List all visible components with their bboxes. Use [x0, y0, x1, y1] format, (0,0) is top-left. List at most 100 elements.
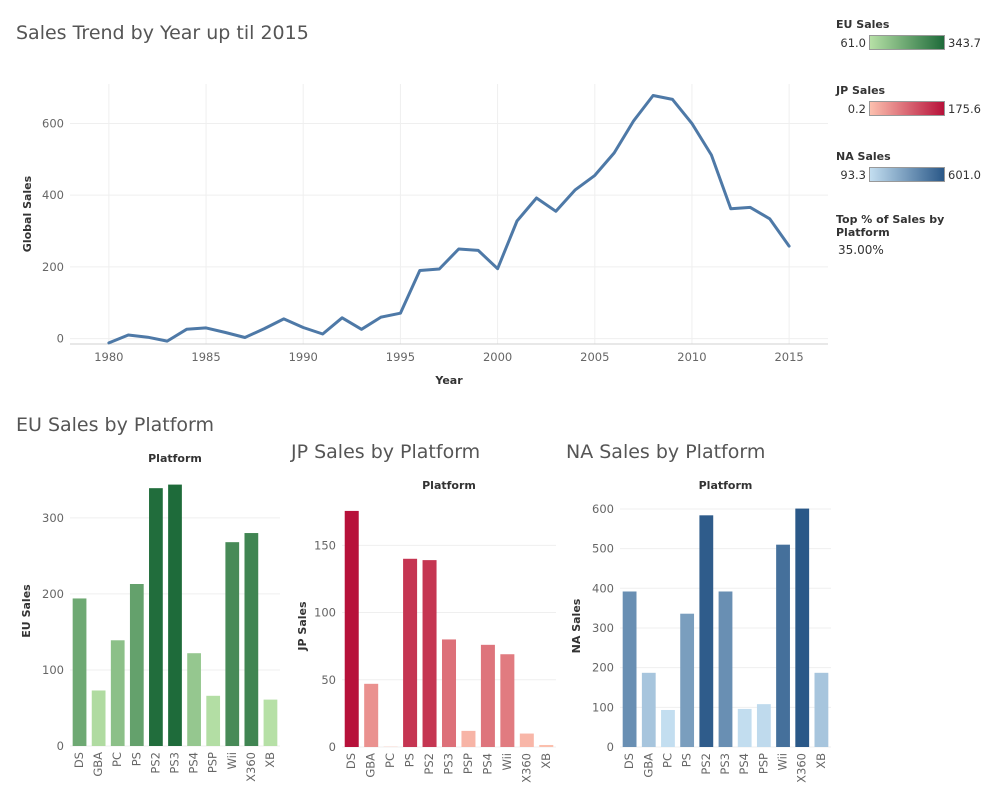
bar-ps2 [149, 488, 163, 746]
y-tick-label: 0 [57, 332, 64, 346]
y-tick-label: 0 [607, 740, 614, 754]
jp-sales-legend[interactable]: JP Sales 0.2 175.6 [836, 84, 996, 116]
bar-gba [642, 673, 656, 747]
y-tick-label: 400 [592, 581, 614, 595]
y-tick-label: 600 [42, 116, 64, 130]
bar-ps2 [423, 560, 437, 747]
y-tick-label: 200 [592, 661, 614, 675]
bar-ds [623, 591, 637, 747]
category-label: PSP [206, 752, 220, 773]
jp-legend-ramp [869, 101, 945, 116]
y-tick-label: 100 [592, 700, 614, 714]
top-percent-title: Top % of Sales by Platform [836, 213, 996, 239]
y-axis-title: NA Sales [570, 598, 583, 653]
category-label: X360 [519, 753, 533, 783]
category-label: XB [814, 753, 828, 769]
bar-ds [73, 598, 87, 746]
x-tick-label: 2015 [774, 350, 803, 364]
eu-legend-max: 343.7 [948, 36, 981, 50]
bar-gba [92, 690, 106, 746]
top-percent-value: 35.00% [838, 243, 996, 257]
bar-ds [345, 511, 359, 747]
bar-wii [500, 654, 514, 747]
x-tick-label: 1985 [191, 350, 220, 364]
bar-ps3 [168, 485, 182, 746]
category-label: Wii [500, 753, 514, 771]
global-sales-line [109, 96, 789, 343]
category-label: X360 [795, 753, 809, 783]
x-tick-label: 2010 [677, 350, 706, 364]
y-tick-label: 400 [42, 188, 64, 202]
category-label: GBA [364, 753, 378, 778]
y-axis-title: Global Sales [21, 175, 34, 252]
jp-chart-title: JP Sales by Platform [291, 441, 480, 463]
bar-x360 [795, 509, 809, 747]
y-tick-label: 500 [592, 542, 614, 556]
category-label: PC [660, 753, 674, 768]
bar-ps [680, 614, 694, 747]
category-label: PS4 [737, 753, 751, 775]
category-label: PS [680, 753, 694, 767]
category-label: PS3 [442, 753, 456, 775]
category-label: GBA [91, 752, 105, 777]
category-label: PS2 [148, 752, 162, 774]
category-label: Wii [776, 753, 790, 771]
na-legend-ramp [869, 167, 945, 182]
sales-trend-line-chart[interactable]: 1980 1985 1990 1995 2000 2005 2010 2015 0 200 400 6… [0, 0, 830, 400]
category-label: PC [383, 753, 397, 768]
bar-xb [264, 700, 278, 746]
top-percent-parameter[interactable]: Top % of Sales by Platform 35.00% [836, 213, 996, 257]
category-label: DS [72, 752, 86, 768]
bar-ps4 [187, 653, 201, 746]
category-label: GBA [641, 753, 655, 778]
category-label: XB [263, 752, 277, 768]
bar-ps [403, 559, 417, 747]
bar-gba [364, 684, 378, 747]
y-axis-title: EU Sales [20, 584, 33, 638]
eu-sales-bar-chart[interactable]: 0 100 200 300 DS GBA PC PS PS2 PS3 PS4 PSP Wii X360 XB… [0, 440, 280, 800]
bar-ps4 [481, 645, 495, 747]
category-label: PSP [756, 753, 770, 774]
category-label: PS3 [718, 753, 732, 775]
na-legend-title: NA Sales [836, 150, 996, 163]
x-tick-label: 1995 [386, 350, 415, 364]
bar-x360 [244, 533, 258, 746]
bar-ps3 [719, 591, 733, 747]
category-label: DS [344, 753, 358, 769]
category-label: PC [110, 752, 124, 767]
x-axis-title: Year [434, 374, 463, 387]
x-tick-label: 1980 [94, 350, 123, 364]
x-tick-label: 2005 [580, 350, 609, 364]
category-label: PS [129, 752, 143, 766]
eu-chart-title: EU Sales by Platform [16, 414, 214, 436]
eu-sales-legend[interactable]: EU Sales 61.0 343.7 [836, 18, 996, 50]
category-label: PSP [461, 753, 475, 774]
bar-ps4 [738, 709, 752, 747]
y-tick-label: 200 [42, 587, 64, 601]
category-label: PS4 [187, 752, 201, 774]
na-sales-legend[interactable]: NA Sales 93.3 601.0 [836, 150, 996, 182]
y-tick-label: 0 [329, 740, 336, 754]
category-label: Wii [225, 752, 239, 770]
bar-x360 [520, 734, 534, 747]
na-sales-bar-chart[interactable]: 0 100 200 300 400 500 600 DS GBA PC PS PS2 PS3 PS4 PSP… [556, 470, 846, 800]
x-axis-header: Platform [148, 452, 202, 465]
category-label: X360 [244, 752, 258, 782]
y-tick-label: 0 [57, 739, 64, 753]
bar-pc [661, 710, 675, 747]
bar-xb [539, 745, 553, 747]
x-axis-header: Platform [422, 479, 476, 492]
eu-legend-ramp [869, 35, 945, 50]
category-label: PS [403, 753, 417, 767]
bar-psp [757, 704, 771, 747]
jp-legend-max: 175.6 [948, 102, 981, 116]
jp-legend-title: JP Sales [836, 84, 996, 97]
bar-ps3 [442, 639, 456, 747]
y-tick-label: 100 [314, 606, 336, 620]
bar-psp [206, 696, 220, 746]
jp-sales-bar-chart[interactable]: 0 50 100 150 DS GBA PC PS PS2 PS3 PSP PS4 Wii X360 XB P… [280, 470, 560, 800]
category-label: DS [622, 753, 636, 769]
y-tick-label: 100 [42, 663, 64, 677]
bar-pc [111, 640, 125, 746]
y-tick-label: 300 [42, 511, 64, 525]
